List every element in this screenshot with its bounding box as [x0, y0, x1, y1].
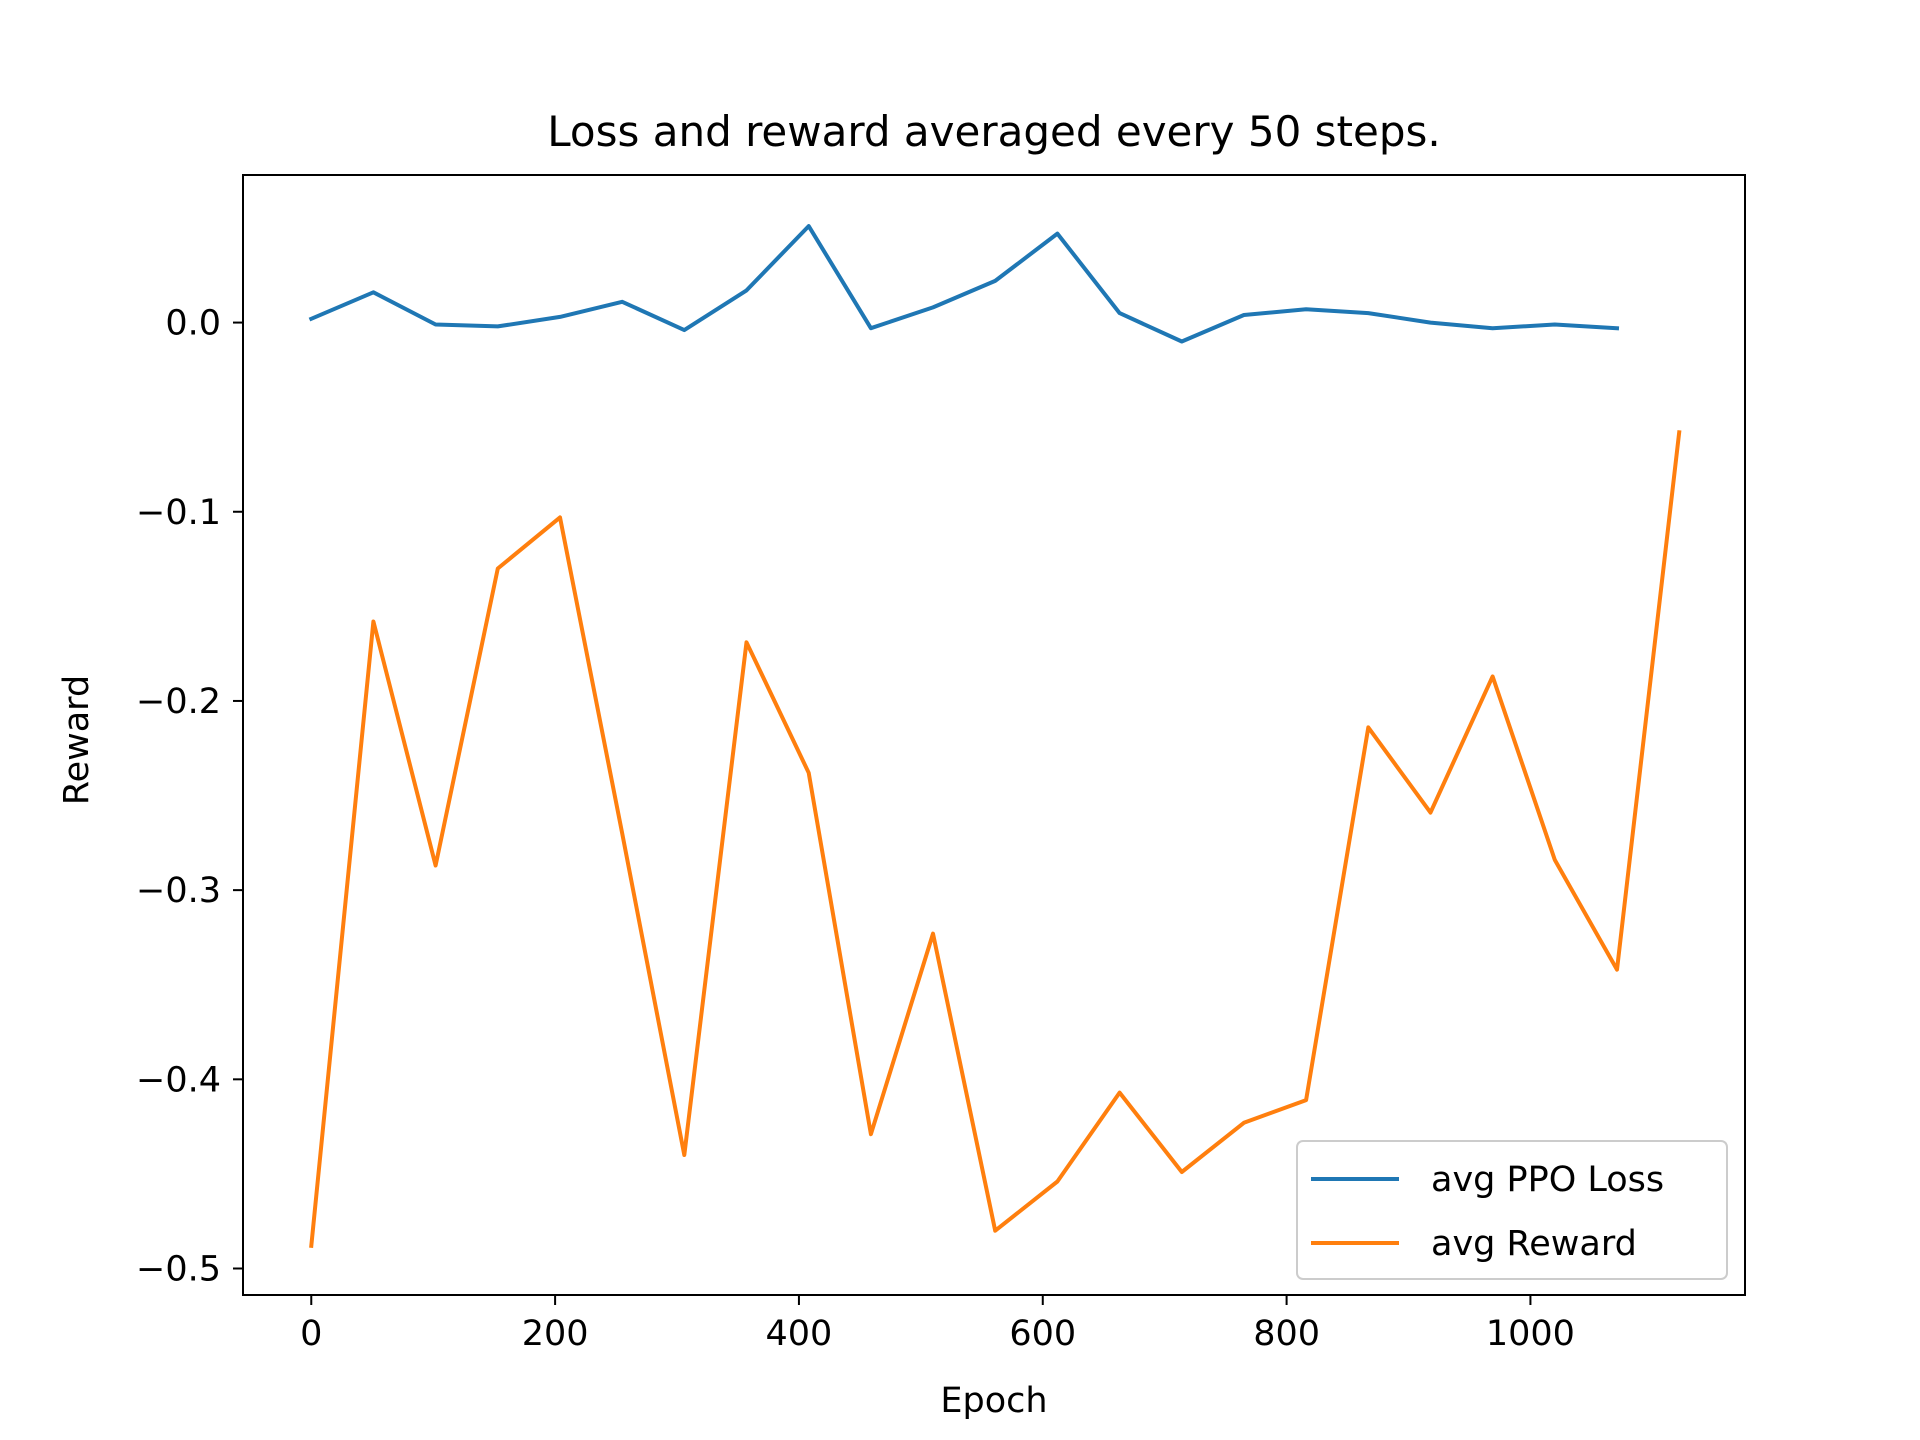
x-tick-label: 600	[1009, 1314, 1076, 1354]
x-tick-label: 200	[522, 1314, 589, 1354]
x-tick-label: 1000	[1486, 1314, 1575, 1354]
legend-label: avg Reward	[1431, 1224, 1637, 1264]
chart-title: Loss and reward averaged every 50 steps.	[547, 107, 1440, 156]
y-tick-label: −0.2	[136, 682, 221, 722]
legend-box	[1296, 1140, 1728, 1280]
y-tick-label: 0.0	[165, 304, 221, 344]
y-tick-label: −0.4	[136, 1060, 221, 1100]
series-line-reward	[309, 430, 1682, 1248]
y-tick-label: −0.5	[136, 1250, 221, 1290]
legend: avg PPO Loss avg Reward	[1296, 1140, 1728, 1280]
y-tick-label: −0.1	[136, 493, 221, 533]
x-tick-label: 0	[300, 1314, 322, 1354]
y-tick-label: −0.3	[136, 871, 221, 911]
x-axis: 0 200 400 600 800 1000	[300, 1295, 1575, 1354]
series-line-ppo-loss	[308, 224, 1620, 344]
x-tick-label: 800	[1253, 1314, 1320, 1354]
plot-frame	[242, 174, 1746, 1296]
x-tick-label: 400	[766, 1314, 833, 1354]
plot-area	[242, 174, 1746, 1296]
y-axis-label: Reward	[57, 675, 97, 805]
x-axis-label: Epoch	[940, 1381, 1047, 1421]
y-axis: 0.0 −0.1 −0.2 −0.3 −0.4 −0.5	[136, 304, 243, 1290]
legend-label: avg PPO Loss	[1431, 1160, 1664, 1200]
